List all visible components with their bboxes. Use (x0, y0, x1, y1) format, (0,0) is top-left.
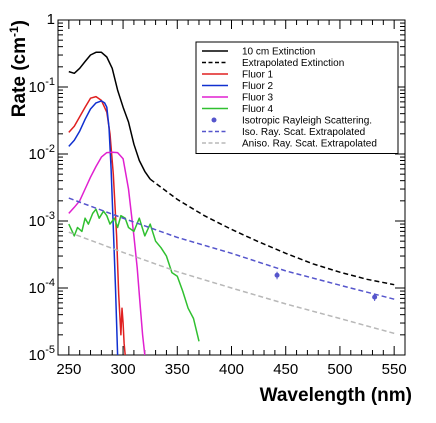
legend-label-f3: Fluor 3 (242, 93, 274, 104)
legend-label-iso_ext: Iso. Ray. Scat. Extrapolated (242, 127, 365, 138)
y-tick-label: 10-3 (29, 210, 55, 230)
legend-label-iso_pts: Isotropic Rayleigh Scattering. (242, 116, 372, 127)
series-point-iso_pts (372, 294, 378, 300)
tick-labels: 250 300 350 400 450 500 550 10-5 10-4 10-3 10-2 10-… (29, 11, 407, 378)
y-axis-title: Rate (cm-1) (7, 20, 30, 117)
series-line-f1 (68, 95, 126, 355)
series-line-f3 (68, 151, 146, 355)
plot-series (68, 51, 395, 355)
y-axis-title-sup: -1 (7, 26, 21, 37)
x-tick-label: 350 (165, 361, 190, 378)
axis-ticks (57, 19, 406, 356)
y-tick-label: 10-1 (29, 76, 55, 96)
legend-label-f1: Fluor 1 (242, 70, 274, 81)
legend-label-aniso_ext: Aniso. Ray. Scat. Extrapolated (242, 139, 377, 150)
y-tick-label: 10-4 (29, 277, 55, 297)
y-axis-title-main: Rate (cm (9, 37, 30, 117)
series-line-ext10 (68, 51, 151, 180)
x-tick-label: 250 (56, 361, 81, 378)
x-tick-label: 450 (273, 361, 298, 378)
series-line-aniso_ext (68, 231, 395, 335)
x-tick-label: 500 (327, 361, 352, 378)
legend-box (195, 41, 399, 154)
x-axis-title: Wavelength (nm) (260, 385, 412, 406)
series-line-f4 (68, 208, 200, 342)
series-point-iso_pts (274, 272, 280, 278)
legend-label-f4: Fluor 4 (242, 104, 274, 115)
y-tick-label: 1 (47, 11, 55, 28)
legend-label-extrap: Extrapolated Extinction (242, 58, 344, 69)
series-line-iso_ext (68, 197, 395, 300)
y-axis-title-end: ) (9, 20, 30, 26)
y-tick-label: 10-2 (29, 143, 55, 163)
x-tick-label: 550 (382, 361, 407, 378)
legend-label-f2: Fluor 2 (242, 81, 274, 92)
series-line-f2 (68, 100, 119, 355)
y-tick-label: 10-5 (29, 344, 55, 364)
x-tick-label: 300 (111, 361, 136, 378)
series-line-extrap (149, 178, 395, 286)
legend-label-ext10: 10 cm Extinction (242, 47, 315, 58)
legend-marker-iso_pts (211, 117, 217, 123)
x-tick-label: 400 (219, 361, 244, 378)
